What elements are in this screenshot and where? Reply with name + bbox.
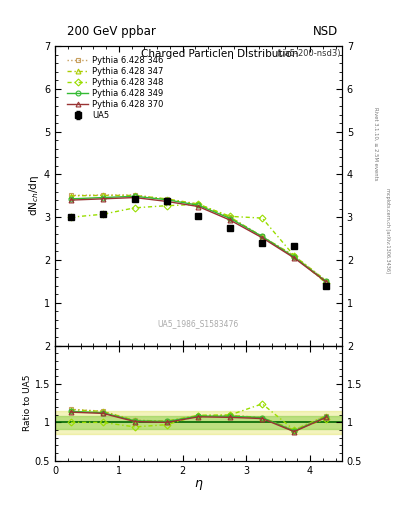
- Pythia 6.428 347: [101, 193, 105, 199]
- Pythia 6.428 347: [260, 233, 264, 240]
- Text: 200 GeV ppbar: 200 GeV ppbar: [67, 26, 156, 38]
- Pythia 6.428 346: [69, 193, 73, 199]
- Pythia 6.428 348: [69, 214, 73, 220]
- Pythia 6.428 348: [228, 214, 233, 220]
- Pythia 6.428 346: [196, 201, 201, 207]
- Pythia 6.428 348: [101, 211, 105, 217]
- X-axis label: η: η: [195, 477, 202, 490]
- Pythia 6.428 346: [260, 233, 264, 240]
- Pythia 6.428 370: [132, 195, 137, 201]
- Line: Pythia 6.428 370: Pythia 6.428 370: [68, 195, 329, 284]
- Pythia 6.428 346: [292, 253, 296, 259]
- Pythia 6.428 347: [164, 196, 169, 202]
- Pythia 6.428 346: [323, 278, 328, 284]
- Pythia 6.428 370: [292, 255, 296, 261]
- Line: Pythia 6.428 346: Pythia 6.428 346: [68, 193, 329, 283]
- Text: UA5_1986_S1583476: UA5_1986_S1583476: [158, 318, 239, 328]
- Pythia 6.428 349: [292, 254, 296, 260]
- Pythia 6.428 348: [164, 203, 169, 209]
- Pythia 6.428 370: [69, 197, 73, 203]
- Pythia 6.428 348: [292, 253, 296, 259]
- Text: Rivet 3.1.10, ≥ 2.5M events: Rivet 3.1.10, ≥ 2.5M events: [373, 106, 378, 180]
- Text: Charged Particleη Distribution: Charged Particleη Distribution: [141, 49, 299, 59]
- Pythia 6.428 347: [323, 278, 328, 284]
- Pythia 6.428 349: [196, 202, 201, 208]
- Pythia 6.428 348: [196, 201, 201, 207]
- Pythia 6.428 347: [228, 214, 233, 220]
- Pythia 6.428 346: [132, 192, 137, 198]
- Text: mcplots.cern.ch [arXiv:1306.3436]: mcplots.cern.ch [arXiv:1306.3436]: [385, 188, 389, 273]
- Pythia 6.428 370: [164, 198, 169, 204]
- Pythia 6.428 347: [132, 193, 137, 199]
- Pythia 6.428 347: [196, 201, 201, 207]
- Pythia 6.428 370: [323, 279, 328, 285]
- Pythia 6.428 349: [69, 196, 73, 202]
- Pythia 6.428 346: [101, 192, 105, 198]
- Pythia 6.428 348: [323, 280, 328, 286]
- Pythia 6.428 347: [292, 253, 296, 259]
- Bar: [55, 416, 342, 429]
- Pythia 6.428 346: [164, 196, 169, 202]
- Y-axis label: dN$_{ch}$/dη: dN$_{ch}$/dη: [27, 175, 41, 217]
- Pythia 6.428 349: [260, 233, 264, 240]
- Pythia 6.428 348: [132, 205, 137, 211]
- Pythia 6.428 370: [260, 234, 264, 241]
- Pythia 6.428 349: [132, 193, 137, 199]
- Pythia 6.428 349: [164, 197, 169, 203]
- Y-axis label: Ratio to UA5: Ratio to UA5: [23, 375, 32, 432]
- Legend: Pythia 6.428 346, Pythia 6.428 347, Pythia 6.428 348, Pythia 6.428 349, Pythia 6: Pythia 6.428 346, Pythia 6.428 347, Pyth…: [65, 53, 166, 123]
- Line: Pythia 6.428 347: Pythia 6.428 347: [68, 193, 329, 283]
- Line: Pythia 6.428 349: Pythia 6.428 349: [68, 194, 329, 284]
- Line: Pythia 6.428 348: Pythia 6.428 348: [68, 202, 329, 286]
- Pythia 6.428 347: [69, 193, 73, 199]
- Bar: [55, 411, 342, 434]
- Pythia 6.428 370: [228, 217, 233, 223]
- Text: NSD: NSD: [313, 26, 338, 38]
- Pythia 6.428 349: [228, 216, 233, 222]
- Pythia 6.428 348: [260, 215, 264, 221]
- Text: (ua5-200-nsd3): (ua5-200-nsd3): [276, 49, 340, 58]
- Pythia 6.428 370: [196, 203, 201, 209]
- Pythia 6.428 349: [101, 195, 105, 201]
- Pythia 6.428 349: [323, 279, 328, 285]
- Pythia 6.428 346: [228, 214, 233, 220]
- Pythia 6.428 370: [101, 196, 105, 202]
